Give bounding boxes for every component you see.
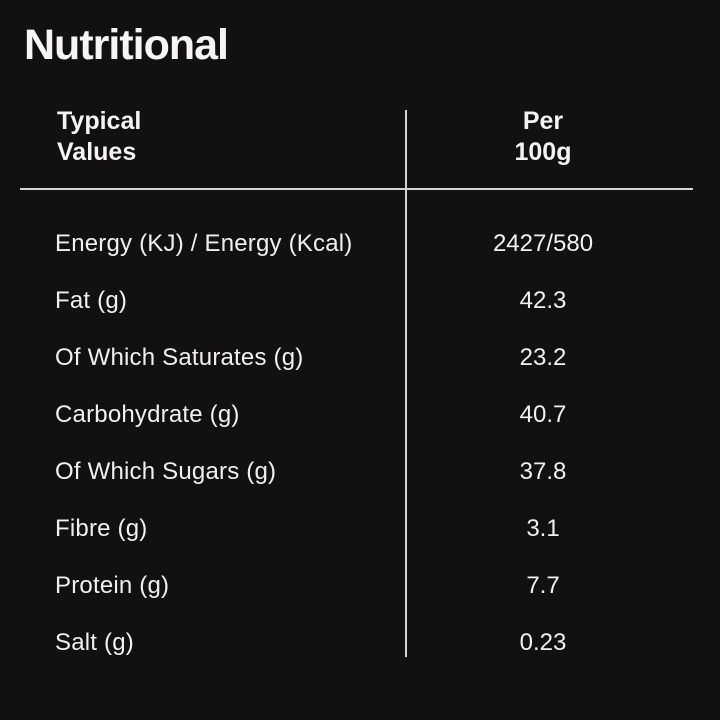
column-divider-line bbox=[405, 110, 407, 657]
column-header-typical-values: Typical Values bbox=[57, 106, 141, 168]
nutrition-table: Energy (KJ) / Energy (Kcal) 2427/580 Fat… bbox=[20, 189, 693, 671]
page-title: Nutritional bbox=[24, 21, 229, 69]
column-header-typical-line2: Values bbox=[57, 138, 137, 166]
column-header-per-100g: Per 100g bbox=[406, 106, 680, 168]
table-row: Fat (g) 42.3 bbox=[20, 272, 693, 329]
row-value: 2427/580 bbox=[492, 229, 594, 257]
row-value: 7.7 bbox=[526, 571, 560, 599]
row-value: 42.3 bbox=[519, 286, 567, 314]
row-label: Carbohydrate (g) bbox=[55, 400, 240, 428]
table-row: Of Which Sugars (g) 37.8 bbox=[20, 443, 693, 500]
row-label: Of Which Sugars (g) bbox=[55, 457, 277, 485]
row-value: 40.7 bbox=[519, 400, 567, 428]
table-row: Salt (g) 0.23 bbox=[20, 614, 693, 671]
table-row: Energy (KJ) / Energy (Kcal) 2427/580 bbox=[20, 215, 693, 272]
table-row: Carbohydrate (g) 40.7 bbox=[20, 386, 693, 443]
header-divider-line bbox=[20, 188, 693, 190]
row-label: Fibre (g) bbox=[55, 514, 148, 542]
table-row: Fibre (g) 3.1 bbox=[20, 500, 693, 557]
table-row: Of Which Saturates (g) 23.2 bbox=[20, 329, 693, 386]
row-label: Fat (g) bbox=[55, 286, 128, 314]
column-header-per-line1: Per bbox=[522, 107, 564, 135]
row-value: 0.23 bbox=[519, 628, 567, 656]
row-label: Salt (g) bbox=[55, 628, 134, 656]
column-header-typical-line1: Typical bbox=[57, 107, 142, 135]
row-value: 23.2 bbox=[519, 343, 567, 371]
row-label: Energy (KJ) / Energy (Kcal) bbox=[55, 229, 353, 257]
table-row: Protein (g) 7.7 bbox=[20, 557, 693, 614]
row-value: 3.1 bbox=[526, 514, 560, 542]
row-value: 37.8 bbox=[519, 457, 567, 485]
row-label: Protein (g) bbox=[55, 571, 170, 599]
row-label: Of Which Saturates (g) bbox=[55, 343, 304, 371]
column-header-per-line2: 100g bbox=[514, 138, 572, 166]
